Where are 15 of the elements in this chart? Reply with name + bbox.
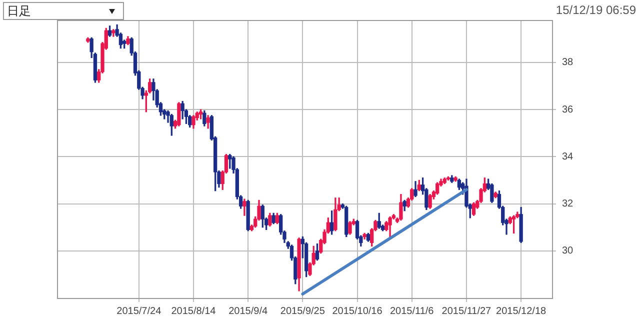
x-tick-label: 2015/12/18 [496, 306, 547, 317]
y-tick-label: 36 [562, 104, 574, 116]
y-tick-label: 38 [562, 57, 574, 68]
x-tick-label: 2015/9/25 [280, 306, 326, 317]
text: 日足 [7, 4, 31, 18]
x-tick-label: 2015/9/4 [228, 306, 268, 317]
x-tick-label: 2015/8/14 [171, 306, 216, 317]
text: 15/12/19 06:59 [556, 3, 636, 17]
y-tick-label: 34 [562, 151, 574, 162]
x-tick-label: 2015/7/24 [116, 306, 162, 317]
x-tick-label: 2015/11/27 [442, 306, 492, 317]
y-tick-label: 30 [562, 246, 574, 257]
y-tick-label: 32 [562, 198, 574, 210]
x-tick-label: 2015/11/6 [390, 306, 434, 317]
x-tick-label: 2015/10/16 [332, 306, 383, 317]
